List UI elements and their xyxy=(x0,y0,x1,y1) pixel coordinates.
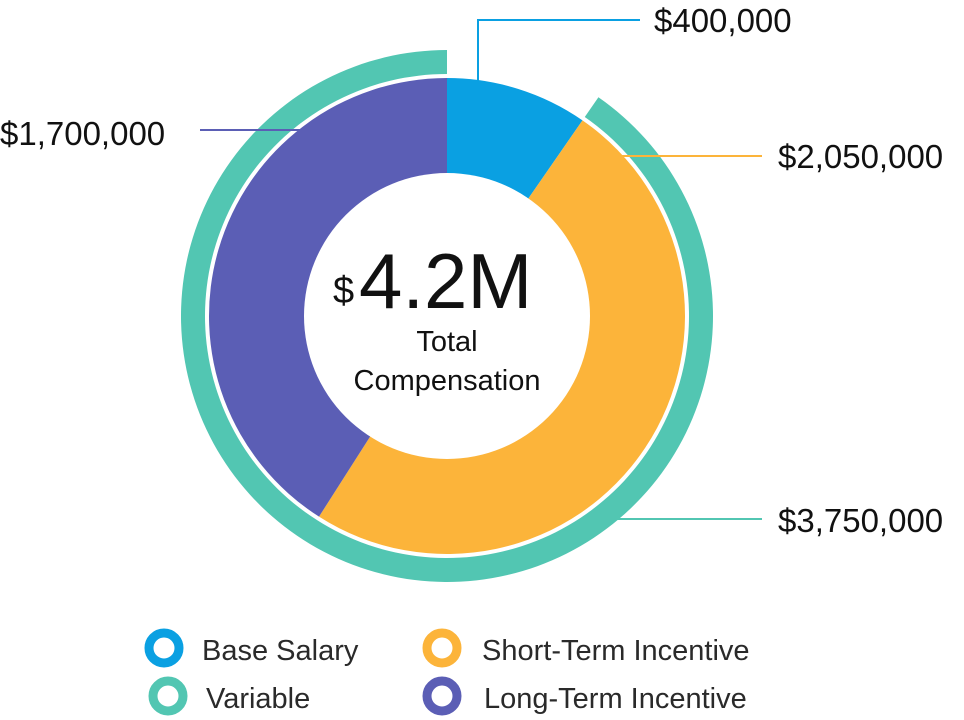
donut-hole xyxy=(304,173,590,459)
legend-label-variable: Variable xyxy=(206,683,310,715)
inner-slice-long-term-incentive xyxy=(209,78,447,517)
legend-label-long-term-incentive: Long-Term Incentive xyxy=(484,683,747,715)
legend-item-base-salary: Base Salary xyxy=(144,628,359,668)
legend-item-variable: Variable xyxy=(148,676,310,716)
center-total-value: 4.2M xyxy=(359,237,532,325)
inner-slice-base-salary xyxy=(447,78,583,200)
value-label-long-term-incentive: $1,700,000 xyxy=(0,115,165,152)
legend-swatch-short-term-incentive xyxy=(422,628,462,668)
legend: Base Salary Short-Term Incentive Variabl… xyxy=(144,628,750,716)
outer-slice-base-salary xyxy=(447,50,599,118)
legend-label-base-salary: Base Salary xyxy=(202,635,359,667)
legend-item-short-term-incentive: Short-Term Incentive xyxy=(422,628,750,668)
legend-swatch-long-term-incentive xyxy=(422,676,462,716)
outer-ring xyxy=(181,50,713,582)
center-currency: $ xyxy=(333,270,354,312)
legend-swatch-variable xyxy=(148,676,188,716)
leader-lines xyxy=(200,19,762,520)
center-label-line1: Total xyxy=(416,326,477,358)
legend-swatch-base-salary xyxy=(144,628,184,668)
inner-slice-short-term-incentive xyxy=(319,120,686,555)
legend-item-long-term-incentive: Long-Term Incentive xyxy=(422,676,747,716)
value-label-base-salary: $400,000 xyxy=(654,2,792,39)
leader-line-base-salary xyxy=(477,19,640,82)
center-label-line2: Compensation xyxy=(354,365,541,397)
legend-label-short-term-incentive: Short-Term Incentive xyxy=(482,635,750,667)
inner-ring xyxy=(209,78,686,555)
value-label-variable: $3,750,000 xyxy=(778,502,943,539)
value-label-short-term-incentive: $2,050,000 xyxy=(778,138,943,175)
